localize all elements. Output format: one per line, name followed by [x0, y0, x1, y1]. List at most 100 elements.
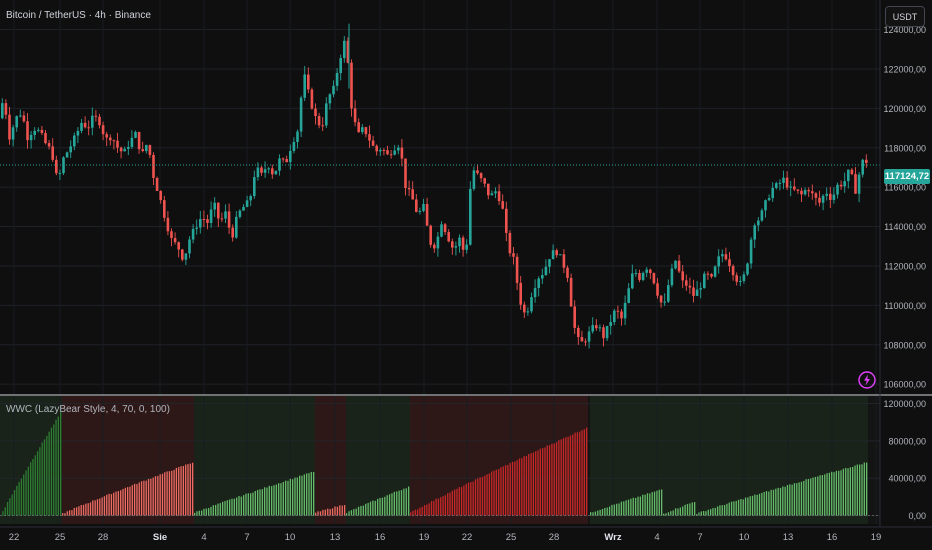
candle-body: [422, 204, 425, 211]
candle-body: [249, 196, 252, 201]
indicator-tick-label: 40000,00: [888, 474, 926, 484]
histogram-bar: [698, 512, 700, 516]
histogram-bar: [205, 508, 207, 516]
histogram-bar: [479, 477, 481, 516]
histogram-bar: [296, 477, 298, 516]
histogram-bar: [613, 504, 615, 516]
histogram-bar: [590, 512, 592, 516]
histogram-bar: [744, 497, 747, 516]
candle-body: [397, 147, 400, 151]
currency-button[interactable]: USDT: [885, 6, 925, 27]
candle-body: [519, 282, 522, 305]
candle-body: [634, 272, 638, 274]
histogram-bar: [465, 483, 467, 516]
histogram-bar: [435, 498, 437, 516]
histogram-bar: [396, 491, 398, 516]
candle-body: [487, 183, 490, 196]
histogram-bar: [824, 474, 826, 516]
histogram-bar: [644, 494, 646, 516]
histogram-bar: [266, 487, 268, 516]
candle-body: [685, 280, 688, 286]
histogram-bar: [187, 464, 189, 516]
candle-body: [476, 170, 479, 174]
histogram-bar: [539, 448, 541, 516]
candle-body: [454, 246, 458, 248]
histogram-bar: [222, 501, 224, 516]
histogram-bar: [782, 486, 784, 516]
histogram-bar: [133, 483, 136, 516]
histogram-bar: [555, 442, 558, 516]
candle-body: [47, 143, 51, 147]
histogram-bar: [530, 453, 532, 516]
histogram-bar: [565, 437, 567, 516]
histogram-bar: [131, 485, 133, 516]
candle-body: [818, 197, 821, 203]
histogram-bar: [145, 480, 147, 516]
histogram-bar: [608, 506, 611, 516]
histogram-bar: [94, 500, 96, 516]
candle-body: [101, 125, 105, 135]
candle-body: [22, 115, 26, 122]
histogram-bar: [606, 507, 608, 516]
candle-body: [573, 306, 576, 328]
histogram-bar: [166, 471, 168, 516]
candle-body: [58, 173, 62, 175]
histogram-bar: [632, 497, 634, 516]
candle-body: [184, 253, 188, 260]
candle-body: [368, 134, 371, 141]
histogram-bar: [686, 504, 689, 516]
histogram-bar: [821, 475, 824, 516]
histogram-bar: [838, 470, 840, 516]
histogram-bar: [124, 487, 126, 516]
candle-body: [451, 241, 454, 248]
histogram-bar: [398, 490, 400, 516]
lightning-icon[interactable]: [858, 371, 876, 389]
time-tick-label: 13: [783, 532, 794, 543]
histogram-bar: [442, 496, 444, 516]
price-tick-label: 124000,00: [883, 25, 926, 35]
histogram-bar: [437, 498, 440, 516]
candle-body: [440, 224, 443, 237]
histogram-bar: [171, 470, 173, 516]
indicator-label[interactable]: WWC (LazyBear Style, 4, 70, 0, 100): [6, 404, 170, 415]
candle-body: [512, 253, 515, 257]
histogram-bar: [175, 467, 178, 516]
histogram-bar: [789, 484, 791, 516]
histogram-bar: [653, 491, 656, 516]
histogram-bar: [826, 473, 828, 516]
histogram-bar: [854, 465, 856, 516]
candle-body: [854, 174, 857, 194]
candle-body: [523, 304, 526, 313]
candle-body: [681, 271, 684, 281]
candle-body: [353, 108, 357, 123]
candle-body: [641, 272, 645, 280]
histogram-bar: [803, 480, 805, 516]
histogram-bar: [796, 483, 798, 516]
histogram-bar: [96, 499, 99, 516]
candle-body: [19, 115, 22, 117]
price-tick-label: 116000,00: [884, 183, 926, 193]
candle-body: [699, 288, 702, 290]
histogram-bar: [444, 495, 447, 516]
candle-body: [764, 200, 767, 211]
candle-body: [569, 277, 573, 307]
candle-body: [289, 150, 292, 163]
histogram-bar: [110, 494, 113, 516]
histogram-bar: [259, 489, 261, 516]
candle-body: [631, 273, 634, 289]
candle-body: [577, 327, 580, 338]
histogram-bar: [55, 419, 57, 516]
candle-body: [389, 154, 393, 156]
candle-body: [843, 181, 846, 187]
histogram-bar: [75, 507, 78, 516]
histogram-bar: [365, 503, 367, 516]
histogram-bar: [208, 508, 210, 516]
histogram-bar: [509, 462, 511, 516]
histogram-bar: [319, 511, 322, 516]
candle-body: [505, 208, 508, 233]
histogram-bar: [289, 478, 291, 516]
candle-body: [692, 287, 695, 296]
candle-body: [865, 159, 868, 163]
candle-body: [677, 260, 681, 272]
